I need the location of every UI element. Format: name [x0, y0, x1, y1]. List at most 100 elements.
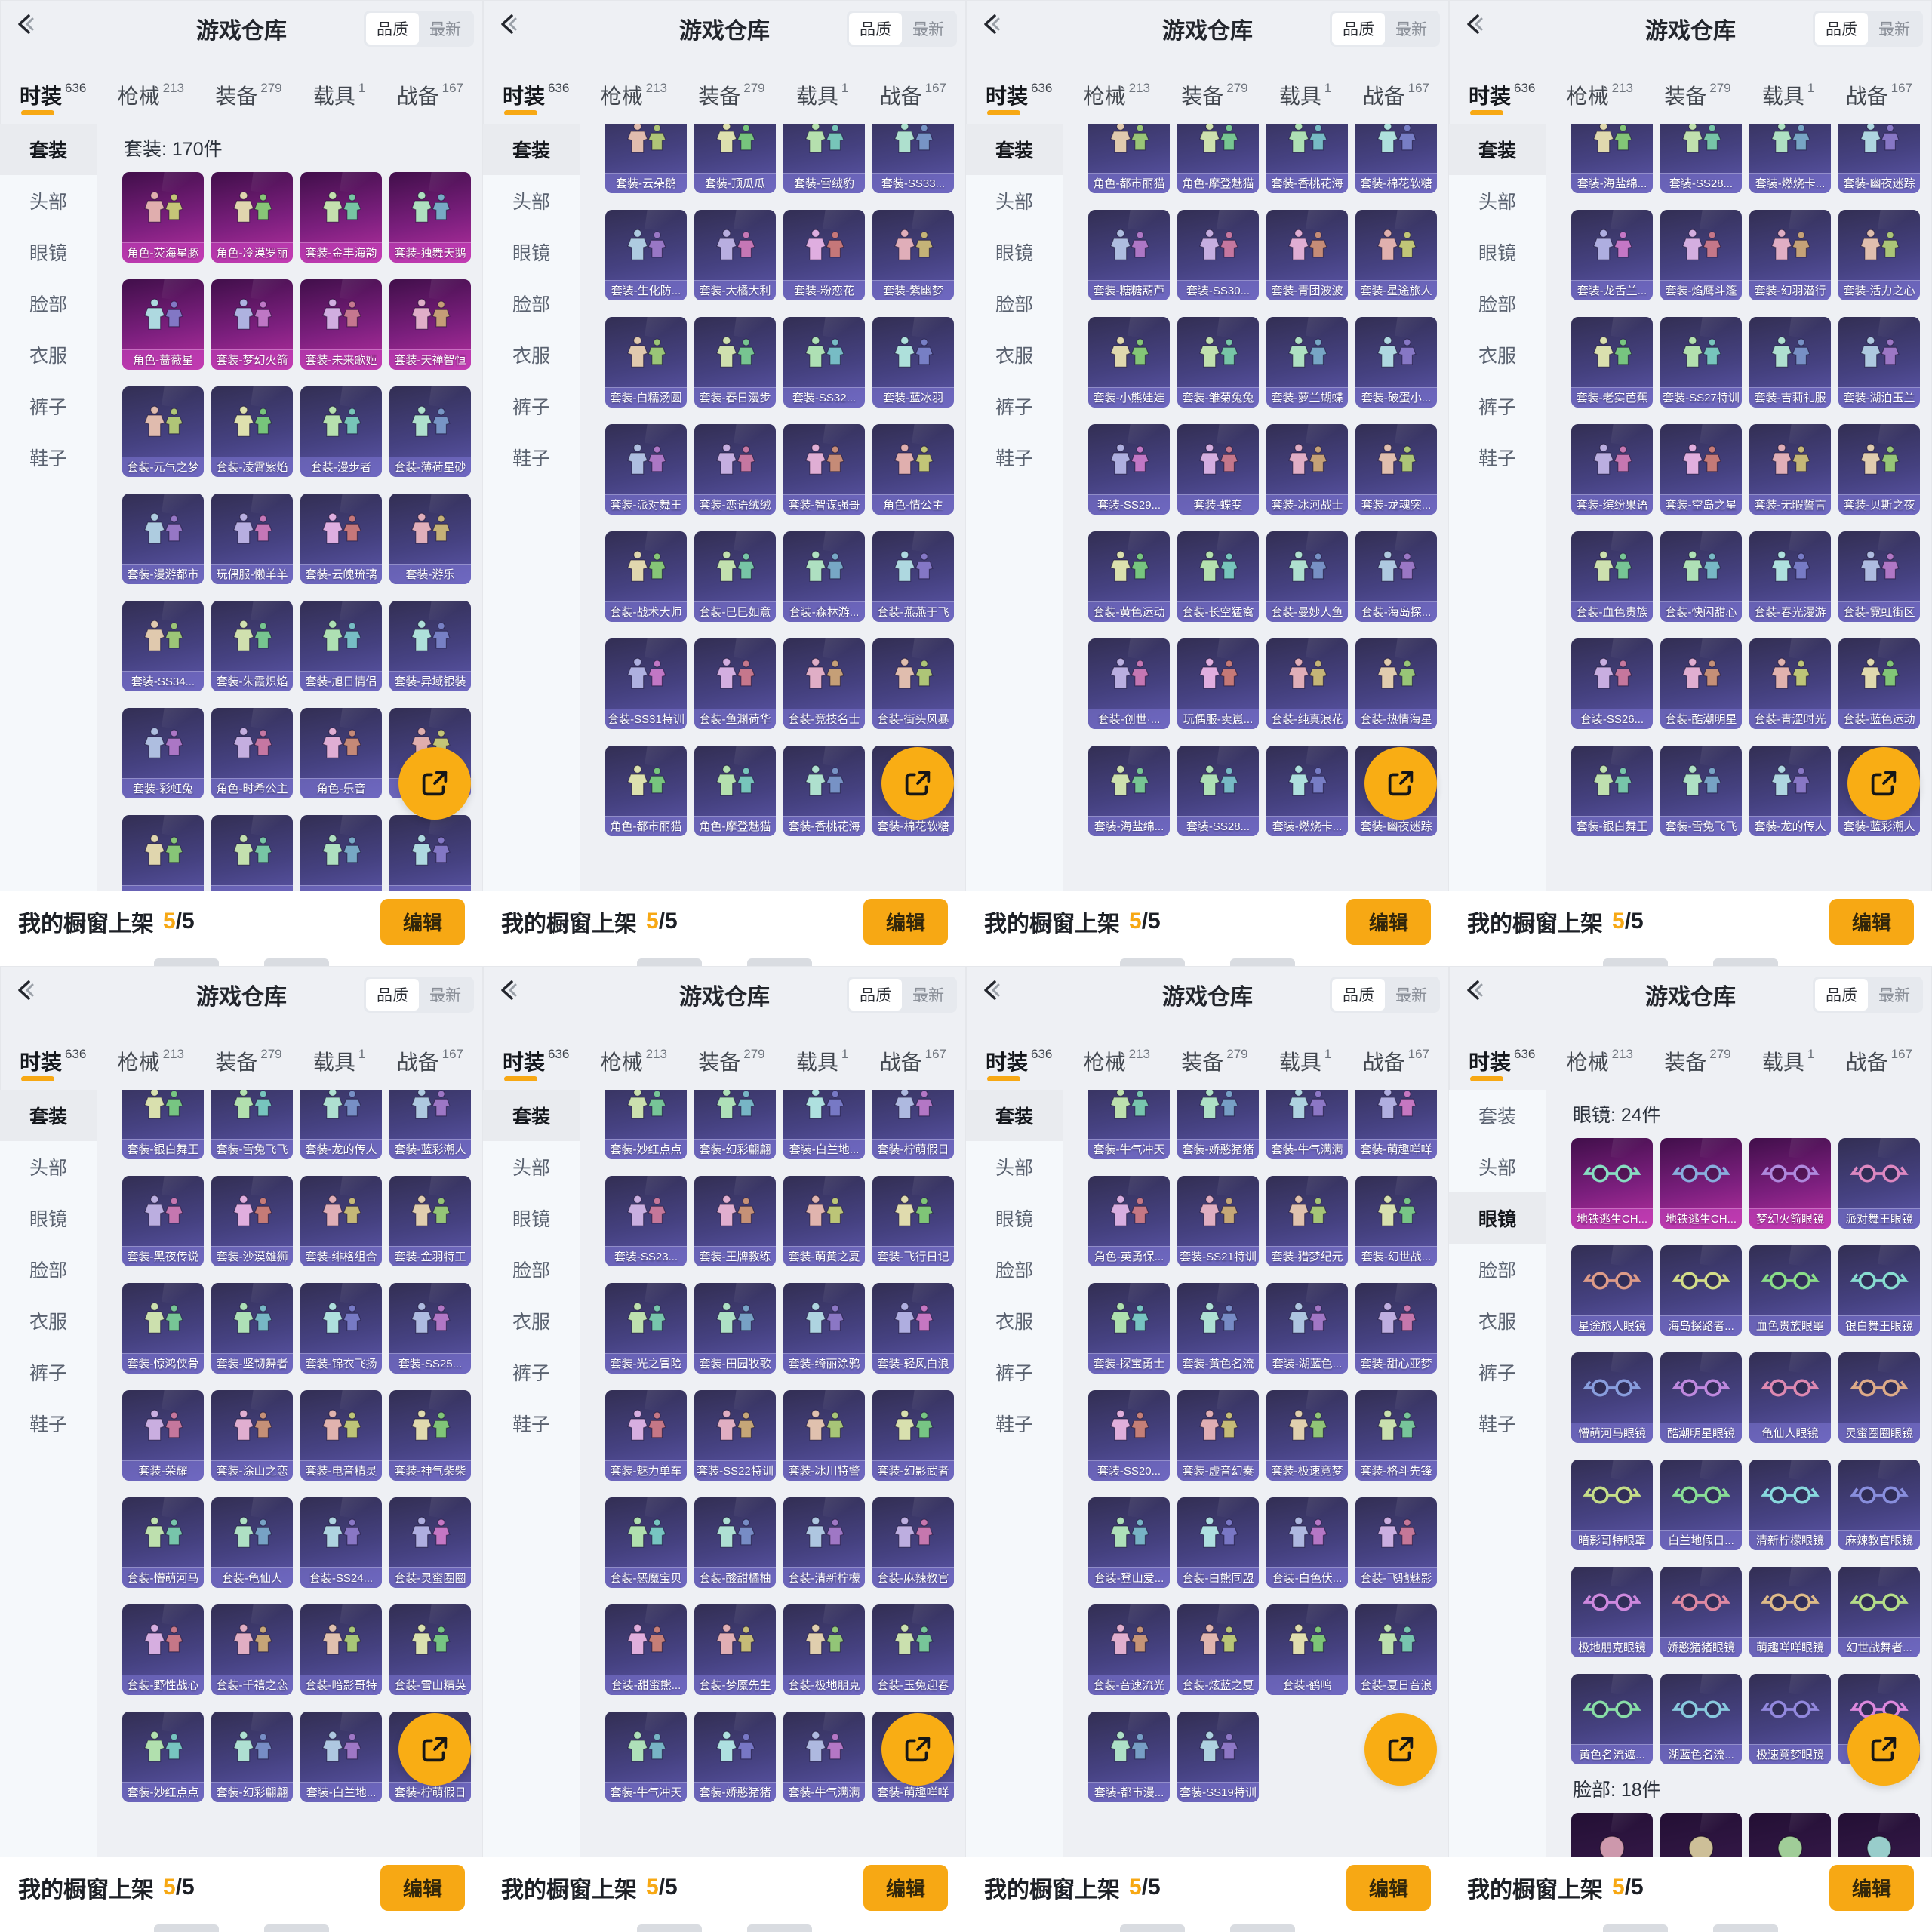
item-card[interactable]: 套装-天禅智恒	[389, 279, 471, 370]
sort-option-newest[interactable]: 最新	[912, 21, 944, 38]
tab-载具[interactable]: 载具 1	[313, 80, 365, 110]
item-card[interactable]: 梦幻火箭眼镜	[1749, 1138, 1831, 1229]
item-card[interactable]: 角色-摩登魅猫	[1177, 124, 1259, 193]
item-card[interactable]: 套装-酷潮明星	[1660, 638, 1742, 729]
sidebar-item-衣服[interactable]: 衣服	[512, 1312, 550, 1333]
item-card[interactable]: 套装-锦衣飞扬	[300, 1283, 382, 1374]
item-card[interactable]: 萌趣咩咩眼镜	[1749, 1567, 1831, 1657]
item-card[interactable]: 黄色名流遮...	[1571, 1674, 1653, 1764]
item-card[interactable]: 套装-SS29...	[1088, 424, 1170, 515]
item-card[interactable]	[122, 815, 204, 891]
sort-option-quality[interactable]: 品质	[1332, 13, 1385, 45]
item-card[interactable]: 套装-派对舞王	[605, 424, 687, 515]
sidebar-item-脸部[interactable]: 脸部	[995, 1260, 1033, 1281]
item-card[interactable]: 套装-神气柴柴	[389, 1390, 471, 1481]
sidebar-item-头部[interactable]: 头部	[1478, 192, 1516, 213]
tab-时装[interactable]: 时装 636	[503, 1046, 569, 1081]
back-button[interactable]	[980, 12, 1004, 36]
tab-装备[interactable]: 装备 279	[215, 80, 281, 110]
share-showcase-button[interactable]	[881, 1713, 954, 1786]
item-card[interactable]: 套装-棉花软糖	[1355, 124, 1437, 193]
sidebar-item-衣服[interactable]: 衣服	[29, 346, 67, 367]
item-card[interactable]: 套装-朱霞炽焰	[211, 601, 293, 691]
item-card[interactable]: 套装-妙红点点	[122, 1712, 204, 1802]
sort-option-quality[interactable]: 品质	[849, 979, 902, 1011]
item-card[interactable]: 套装-牛气满满	[1266, 1090, 1348, 1159]
item-card[interactable]: 套装-黄色运动	[1088, 531, 1170, 622]
tab-装备[interactable]: 装备 279	[1664, 80, 1730, 110]
item-card[interactable]: 套装-极速竞梦	[1266, 1390, 1348, 1481]
item-card[interactable]: 套装-牛气冲天	[1088, 1090, 1170, 1159]
tab-枪械[interactable]: 枪械 213	[118, 80, 184, 110]
back-button[interactable]	[1463, 12, 1487, 36]
sidebar-item-脸部[interactable]: 脸部	[512, 294, 550, 315]
item-card[interactable]: 角色-时希公主	[211, 708, 293, 798]
sidebar-item-脸部[interactable]: 脸部	[1478, 294, 1516, 315]
item-card[interactable]	[1749, 1813, 1831, 1857]
item-card[interactable]: 套装-炫蓝之夏	[1177, 1604, 1259, 1695]
tab-枪械[interactable]: 枪械 213	[118, 1046, 184, 1076]
sidebar-item-鞋子[interactable]: 鞋子	[29, 1414, 67, 1435]
item-card[interactable]: 套装-SS28...	[1177, 746, 1259, 836]
item-card[interactable]: 套装-SS22特训	[694, 1390, 776, 1481]
tab-时装[interactable]: 时装 636	[986, 80, 1052, 115]
share-showcase-button[interactable]	[1847, 747, 1920, 820]
sidebar-item-裤子[interactable]: 裤子	[29, 397, 67, 418]
sidebar-item-脸部[interactable]: 脸部	[995, 294, 1033, 315]
item-card[interactable]: 套装-龙舌兰...	[1571, 210, 1653, 300]
sidebar-item-脸部[interactable]: 脸部	[29, 1260, 67, 1281]
sidebar-item-眼镜[interactable]: 眼镜	[512, 1209, 550, 1230]
item-card[interactable]: 派对舞王眼镜	[1838, 1138, 1920, 1229]
item-card[interactable]: 套装-幻世战...	[1355, 1176, 1437, 1266]
item-card[interactable]: 套装-SS28...	[1660, 124, 1742, 193]
item-card[interactable]: 套装-星途旅人	[1355, 210, 1437, 300]
item-card[interactable]: 套装-格斗先锋	[1355, 1390, 1437, 1481]
item-card[interactable]: 套装-娇憨猪猪	[694, 1712, 776, 1802]
sort-option-newest[interactable]: 最新	[429, 987, 461, 1004]
sidebar-item-衣服[interactable]: 衣服	[995, 346, 1033, 367]
item-card[interactable]: 套装-梦魇先生	[694, 1604, 776, 1695]
item-card[interactable]: 套装-巳巳如意	[694, 531, 776, 622]
share-showcase-button[interactable]	[881, 747, 954, 820]
item-card[interactable]: 套装-吉莉礼服	[1749, 317, 1831, 408]
sort-option-newest[interactable]: 最新	[1395, 987, 1427, 1004]
item-card[interactable]: 套装-蝶变	[1177, 424, 1259, 515]
sidebar-item-眼镜[interactable]: 眼镜	[995, 243, 1033, 264]
tab-战备[interactable]: 战备 167	[880, 80, 946, 110]
sidebar-item-头部[interactable]: 头部	[29, 1158, 67, 1179]
sidebar-item-眼镜[interactable]: 眼镜	[512, 243, 550, 264]
sidebar-item-头部[interactable]: 头部	[995, 192, 1033, 213]
item-card[interactable]: 套装-电音精灵	[300, 1390, 382, 1481]
item-card[interactable]: 套装-都市漫...	[1088, 1712, 1170, 1802]
item-card[interactable]: 套装-音速流光	[1088, 1604, 1170, 1695]
item-card[interactable]: 套装-SS20...	[1088, 1390, 1170, 1481]
tab-时装[interactable]: 时装 636	[503, 80, 569, 115]
sidebar-item-裤子[interactable]: 裤子	[995, 397, 1033, 418]
item-card[interactable]: 套装-妙红点点	[605, 1090, 687, 1159]
item-card[interactable]: 套装-白兰地...	[783, 1090, 865, 1159]
item-card[interactable]: 角色-英勇保...	[1088, 1176, 1170, 1266]
item-card[interactable]	[211, 815, 293, 891]
sidebar-item-鞋子[interactable]: 鞋子	[1478, 1414, 1516, 1435]
item-card[interactable]: 角色-摩登魅猫	[694, 746, 776, 836]
item-card[interactable]: 套装-彩虹兔	[122, 708, 204, 798]
sidebar-item-裤子[interactable]: 裤子	[512, 397, 550, 418]
sidebar-item-裤子[interactable]: 裤子	[1478, 397, 1516, 418]
sidebar-item-眼镜[interactable]: 眼镜	[995, 1209, 1033, 1230]
item-card[interactable]: 套装-牛气冲天	[605, 1712, 687, 1802]
item-card[interactable]: 套装-热情海星	[1355, 638, 1437, 729]
item-card[interactable]: 套装-光之冒险	[605, 1283, 687, 1374]
item-card[interactable]: 套装-独舞天鹅	[389, 172, 471, 263]
item-card[interactable]: 海岛探路者...	[1660, 1245, 1742, 1336]
item-card[interactable]: 麻辣教官眼镜	[1838, 1460, 1920, 1550]
item-card[interactable]: 套装-湖蓝色...	[1266, 1283, 1348, 1374]
item-card[interactable]: 套装-香桃花海	[783, 746, 865, 836]
sidebar-item-头部[interactable]: 头部	[995, 1158, 1033, 1179]
item-card[interactable]: 湖蓝色名流...	[1660, 1674, 1742, 1764]
item-card[interactable]: 套装-冰河战士	[1266, 424, 1348, 515]
item-card[interactable]: 套装-极地朋克	[783, 1604, 865, 1695]
item-card[interactable]: 套装-异域银装	[389, 601, 471, 691]
item-card[interactable]: 套装-雪绒豹	[783, 124, 865, 193]
sidebar-item-头部[interactable]: 头部	[1478, 1158, 1516, 1179]
items-scroll-area[interactable]: 角色-都市丽猫 角色-摩登魅猫 套装-香桃花海 套装-棉花软糖 套装-糖糖葫芦 套装-SS…	[1063, 124, 1449, 891]
